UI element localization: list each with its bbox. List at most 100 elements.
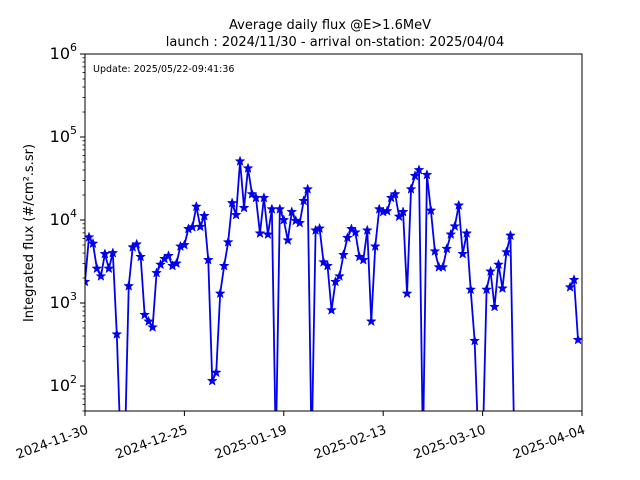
series-segment [259, 197, 265, 234]
y-axis-label: Integrated flux (#/cm².s.sr) [22, 144, 37, 322]
data-point [349, 226, 361, 237]
series-segment [219, 265, 226, 294]
series-segment [330, 281, 337, 311]
data-point [107, 247, 119, 258]
series-segment [366, 230, 373, 322]
data-point [151, 267, 162, 278]
data-group [85, 155, 582, 411]
series-segment [215, 293, 222, 373]
y-tick-label: 103 [50, 290, 77, 312]
y-tick-label: 102 [50, 373, 77, 395]
data-point [449, 220, 461, 231]
series-segment [223, 242, 230, 267]
data-point [282, 234, 294, 245]
series-segment [469, 289, 476, 341]
data-point [469, 335, 481, 346]
series-segment [465, 233, 472, 290]
series-segment [370, 246, 377, 322]
data-point [194, 221, 206, 232]
series-segment [354, 232, 361, 257]
series-segment [426, 174, 432, 211]
data-point [242, 162, 254, 173]
data-point [441, 243, 453, 254]
data-point [481, 283, 493, 295]
series-segment [573, 279, 579, 340]
data-point [421, 169, 433, 180]
data-point [85, 276, 91, 287]
data-point [214, 287, 226, 299]
data-point [131, 238, 143, 249]
data-point [497, 282, 508, 294]
data-point [409, 170, 421, 181]
series-segment [111, 252, 118, 335]
data-point [445, 228, 457, 240]
series-segment [497, 264, 504, 289]
data-point [190, 200, 202, 212]
data-point [489, 301, 500, 312]
series-segment [473, 340, 479, 411]
data-point [222, 236, 234, 247]
data-point [393, 210, 405, 222]
data-point [254, 227, 266, 239]
data-point [147, 321, 159, 332]
series-segment [418, 170, 424, 411]
data-point [155, 258, 166, 270]
series-segment [203, 215, 210, 261]
data-point [493, 258, 504, 270]
data-point [99, 248, 111, 259]
series-segment [402, 211, 408, 294]
series-segment [326, 265, 333, 311]
series-segment [422, 174, 428, 411]
series-segment [151, 272, 158, 328]
series-segment [207, 259, 214, 382]
data-point [405, 183, 417, 194]
series-segment [124, 286, 130, 411]
data-point [381, 205, 393, 216]
series-segment [239, 161, 245, 208]
series-segment [247, 168, 253, 195]
chart-title: Average daily flux @E>1.6MeV [229, 18, 431, 33]
data-point [171, 257, 182, 269]
series-segment [286, 211, 293, 241]
data-point [139, 309, 151, 320]
data-point [397, 206, 409, 217]
series-segment [127, 247, 134, 287]
y-tick-label: 104 [50, 207, 77, 229]
data-point [202, 254, 214, 265]
data-point [178, 239, 190, 250]
series-segment [311, 230, 317, 411]
data-point [278, 214, 290, 225]
series-segment [509, 235, 515, 411]
series-segment [406, 189, 412, 294]
data-point [338, 249, 349, 260]
data-point [330, 276, 341, 287]
data-point [135, 251, 147, 262]
data-point [302, 183, 314, 194]
data-point [322, 260, 333, 271]
data-point [294, 217, 306, 228]
series-segment [243, 168, 249, 208]
series-segment [489, 271, 496, 307]
series-segment [318, 228, 325, 263]
data-point [163, 250, 174, 261]
data-point [298, 195, 310, 206]
plot-area [85, 155, 582, 411]
data-point [210, 366, 222, 378]
series-segment [235, 161, 241, 216]
data-point [505, 229, 516, 241]
data-point [123, 280, 135, 291]
data-point [234, 155, 246, 166]
series-segment [263, 197, 269, 235]
data-point [95, 270, 107, 281]
data-point [369, 240, 381, 252]
data-point [465, 283, 477, 295]
data-point [457, 248, 469, 259]
data-point [103, 262, 115, 274]
update-annotation: Update: 2025/05/22-09:41:36 [93, 64, 234, 75]
data-point [238, 202, 250, 213]
series-segment [430, 210, 436, 252]
series-segment [115, 334, 121, 411]
data-point [262, 228, 274, 240]
